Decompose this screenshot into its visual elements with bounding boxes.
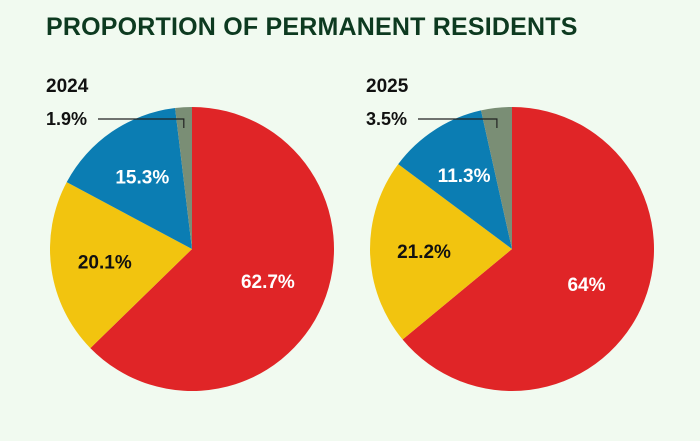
chart-title: PROPORTION OF PERMANENT RESIDENTS (46, 13, 578, 41)
year-label: 2024 (46, 76, 89, 97)
slice-label: 15.3% (115, 167, 169, 188)
slice-label: 64% (567, 275, 605, 296)
pie-slice (370, 164, 512, 340)
slice-label: 20.1% (78, 252, 132, 273)
callout-line (418, 118, 498, 128)
pie-slice (398, 110, 512, 249)
slice-label: 1.9% (46, 109, 87, 129)
pie-slice (481, 107, 512, 249)
pie-chart-2025: 2025 64% 21.2% 11.3% 3.5% (366, 76, 655, 391)
pie-slice (90, 107, 335, 391)
year-label: 2025 (366, 76, 409, 97)
slice-label: 3.5% (366, 109, 407, 129)
pie-slice (402, 107, 655, 391)
slice-label: 21.2% (397, 242, 451, 263)
pie-slice (49, 182, 192, 349)
pie-slice (175, 107, 192, 249)
slice-label: 11.3% (438, 166, 491, 187)
callout-line (98, 118, 185, 128)
pie-slice (66, 108, 192, 249)
pie-chart-2024: 2024 62.7% 20.1% 15.3% 1.9% (46, 76, 335, 391)
slice-label: 62.7% (241, 272, 295, 293)
